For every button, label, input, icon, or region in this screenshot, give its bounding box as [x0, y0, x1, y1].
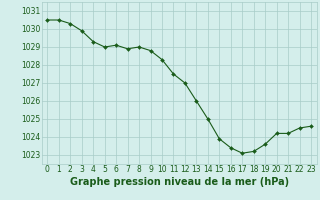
X-axis label: Graphe pression niveau de la mer (hPa): Graphe pression niveau de la mer (hPa) — [70, 177, 289, 187]
